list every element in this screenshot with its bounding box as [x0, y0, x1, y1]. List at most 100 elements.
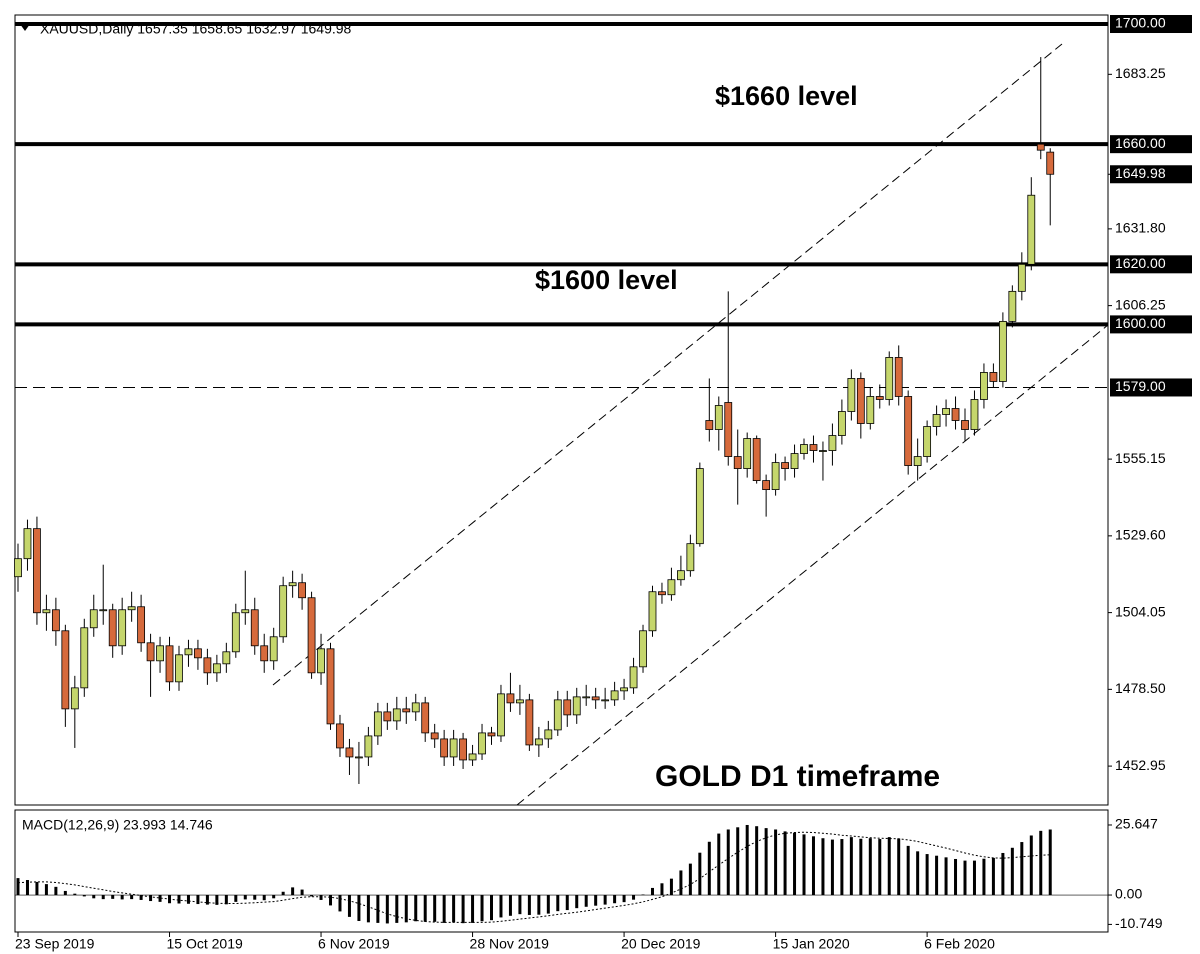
candle-body: [212, 663, 221, 674]
macd-bar: [1039, 830, 1043, 896]
candle-body: [317, 648, 325, 674]
macd-bar: [840, 839, 844, 896]
candle-body: [1017, 263, 1026, 292]
candle-body: [146, 642, 155, 662]
candle-body: [402, 708, 411, 713]
candle-body: [1008, 290, 1017, 322]
macd-bar: [338, 895, 342, 912]
macd-bar: [764, 828, 768, 896]
macd-bar: [196, 895, 200, 905]
candle-body: [231, 612, 240, 653]
price-label-box: [1110, 378, 1192, 397]
macd-bar: [726, 829, 730, 896]
macd-bar: [300, 889, 304, 896]
y-tick-label: 1478.50: [1115, 680, 1166, 696]
candle-body: [269, 636, 278, 662]
candle-body: [809, 444, 818, 451]
macd-bar: [82, 895, 86, 897]
macd-bar: [925, 854, 929, 896]
macd-bar: [149, 895, 153, 902]
price-label-box: [1110, 165, 1192, 184]
macd-bar: [821, 838, 825, 896]
candle-body: [459, 738, 467, 761]
macd-title: MACD(12,26,9) 23.993 14.746: [22, 817, 213, 833]
y-tick-label: 1606.25: [1115, 296, 1166, 312]
candle-body: [345, 747, 354, 758]
candle-body: [250, 609, 259, 647]
price-label: 1649.98: [1115, 165, 1166, 181]
candle-body: [468, 753, 477, 761]
candle-body: [23, 528, 32, 560]
macd-bar: [139, 895, 143, 900]
channel-upper: [272, 43, 1063, 686]
macd-bar: [698, 852, 702, 896]
macd-bar: [357, 895, 361, 921]
macd-bar: [736, 827, 740, 896]
candle-body: [828, 435, 837, 451]
candle-body: [781, 462, 789, 469]
macd-bar: [395, 895, 399, 923]
candle-body: [1036, 143, 1045, 151]
macd-bar: [584, 895, 588, 907]
macd-bar: [499, 895, 503, 918]
candle-body: [364, 735, 373, 758]
candle-body: [478, 732, 486, 755]
macd-bar: [120, 895, 124, 900]
macd-bar: [660, 883, 664, 896]
candle-body: [714, 405, 723, 430]
macd-bar: [291, 887, 295, 896]
macd-bar: [376, 895, 380, 923]
macd-bar: [755, 826, 759, 896]
signal-line: [17, 831, 1051, 923]
y-tick-label: 0.00: [1115, 886, 1142, 902]
candle-body: [156, 645, 164, 662]
macd-bar: [310, 895, 314, 897]
macd-bar: [16, 878, 20, 896]
y-tick-label: 1683.25: [1115, 65, 1166, 81]
macd-bar: [92, 895, 96, 899]
candle-body: [411, 702, 420, 713]
candle-body: [506, 693, 515, 704]
macd-bar: [234, 895, 238, 902]
candle-body: [998, 320, 1007, 382]
macd-bar: [25, 880, 29, 896]
price-label: 1579.00: [1115, 378, 1166, 394]
candle-body: [534, 738, 543, 746]
macd-bar: [603, 895, 607, 905]
macd-bar: [575, 895, 579, 909]
candle-body: [686, 543, 695, 572]
candle-body: [70, 687, 79, 710]
candle-body: [33, 528, 41, 614]
candle-body: [800, 444, 808, 454]
price-label: 1660.00: [1115, 135, 1166, 151]
candle-body: [752, 438, 761, 481]
price-label-box: [1110, 315, 1192, 334]
macd-bar: [868, 838, 872, 896]
macd-bar: [224, 895, 228, 905]
candle-body: [279, 585, 288, 638]
candle-body: [42, 609, 51, 614]
macd-bar: [480, 895, 484, 922]
annotation: $1600 level: [535, 265, 678, 295]
candle-body: [165, 645, 174, 683]
candle-body: [724, 402, 733, 457]
annotation: GOLD D1 timeframe: [655, 760, 940, 793]
candle-body: [241, 609, 250, 614]
macd-bar: [414, 895, 418, 922]
macd-bar: [679, 870, 683, 896]
macd-bar: [991, 857, 995, 896]
candle-body: [222, 651, 231, 665]
candle-body: [667, 579, 676, 596]
candle-body: [449, 738, 458, 758]
candle-body: [658, 591, 666, 596]
channel-lower: [516, 324, 1109, 806]
y-tick-label: 25.647: [1115, 816, 1158, 832]
candle-body: [591, 696, 600, 701]
price-label: 1600.00: [1115, 315, 1166, 331]
candle-body: [677, 570, 685, 581]
macd-bar: [461, 895, 465, 924]
macd-bar: [73, 893, 77, 896]
macd-panel-frame: [14, 809, 1109, 933]
x-tick-label: 15 Oct 2019: [167, 936, 243, 952]
